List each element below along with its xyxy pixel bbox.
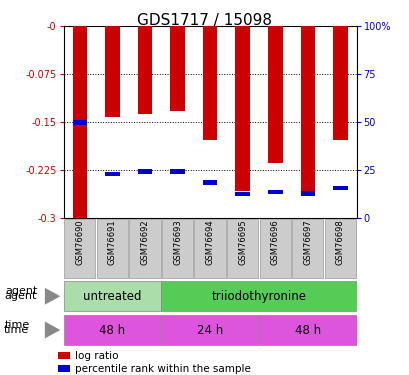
Bar (105, 172, 119, 176)
Text: time: time (4, 325, 29, 335)
Text: 48 h: 48 h (99, 324, 125, 336)
Bar (267, 190, 282, 194)
Text: time: time (5, 320, 30, 330)
Text: GSM76693: GSM76693 (173, 219, 182, 265)
Bar (161, 281, 356, 311)
Text: GSM76698: GSM76698 (335, 219, 344, 265)
Text: GSM76694: GSM76694 (205, 219, 214, 265)
Bar (170, 26, 184, 111)
Bar (332, 26, 347, 140)
Bar (97, 219, 128, 278)
Bar (235, 26, 249, 191)
Bar (137, 170, 152, 174)
Bar (63, 281, 161, 311)
Bar (64, 219, 95, 278)
Text: 24 h: 24 h (196, 324, 223, 336)
Text: log ratio: log ratio (75, 351, 118, 360)
Bar (72, 26, 87, 220)
Bar (63, 315, 161, 345)
Text: untreated: untreated (83, 290, 142, 303)
Bar (202, 180, 217, 184)
Bar (137, 26, 152, 114)
Bar (202, 26, 217, 140)
Text: 48 h: 48 h (294, 324, 320, 336)
Bar (258, 315, 356, 345)
Bar (170, 170, 184, 174)
Bar (324, 219, 355, 278)
Bar (194, 219, 225, 278)
Text: GSM76692: GSM76692 (140, 219, 149, 265)
Bar (227, 219, 258, 278)
Bar (300, 26, 315, 191)
Text: triiodothyronine: triiodothyronine (211, 290, 306, 303)
Text: percentile rank within the sample: percentile rank within the sample (75, 364, 250, 374)
Bar (267, 26, 282, 164)
Bar (58, 352, 70, 358)
Text: GSM76690: GSM76690 (75, 219, 84, 265)
Bar (300, 191, 315, 195)
Text: agent: agent (4, 291, 36, 301)
Bar (58, 365, 70, 372)
Bar (105, 26, 119, 117)
Text: GDS1717 / 15098: GDS1717 / 15098 (137, 13, 272, 28)
Text: GSM76695: GSM76695 (238, 219, 247, 265)
Bar (72, 120, 87, 125)
Text: GSM76697: GSM76697 (303, 219, 312, 265)
Bar (259, 219, 290, 278)
Bar (292, 219, 323, 278)
Bar (161, 315, 258, 345)
Bar (235, 192, 249, 196)
Text: GSM76691: GSM76691 (108, 219, 117, 265)
Text: GSM76696: GSM76696 (270, 219, 279, 265)
Polygon shape (45, 322, 60, 338)
Text: agent: agent (5, 286, 37, 296)
Bar (162, 219, 193, 278)
Polygon shape (45, 288, 60, 304)
Bar (129, 219, 160, 278)
Bar (332, 186, 347, 190)
